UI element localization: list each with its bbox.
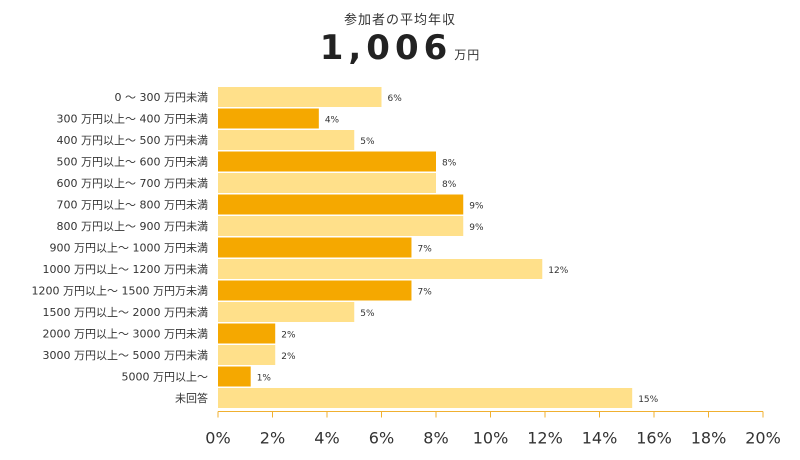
x-tick-label: 14% bbox=[582, 429, 618, 448]
bar bbox=[218, 130, 355, 150]
data-label: 2% bbox=[281, 352, 296, 362]
category-label: 未回答 bbox=[175, 391, 208, 405]
average-income-value: 1,006 bbox=[319, 28, 453, 68]
data-label: 8% bbox=[442, 180, 457, 190]
category-label: 1000 万円以上～ 1200 万円未満 bbox=[43, 263, 208, 276]
data-label: 7% bbox=[417, 245, 432, 255]
data-label: 9% bbox=[469, 223, 484, 233]
data-label: 7% bbox=[417, 288, 432, 298]
bar bbox=[218, 259, 543, 279]
x-tick-label: 20% bbox=[745, 429, 781, 448]
bar bbox=[218, 151, 436, 172]
bar bbox=[218, 302, 355, 322]
data-label: 1% bbox=[257, 374, 272, 384]
x-tick-label: 16% bbox=[636, 429, 672, 448]
bar bbox=[218, 194, 464, 215]
x-tick-label: 2% bbox=[260, 429, 285, 448]
category-label: 0 ～ 300 万円未満 bbox=[115, 91, 208, 104]
x-tick-label: 10% bbox=[473, 429, 509, 448]
category-label: 3000 万円以上～ 5000 万円未満 bbox=[43, 349, 208, 362]
x-tick-label: 6% bbox=[369, 429, 394, 448]
bar bbox=[218, 216, 464, 236]
data-label: 4% bbox=[325, 116, 340, 126]
bar bbox=[218, 108, 319, 129]
average-income-unit: 万円 bbox=[454, 48, 481, 62]
data-label: 5% bbox=[360, 309, 375, 319]
category-label: 700 万円以上～ 800 万円未満 bbox=[57, 199, 208, 212]
average-income-display: 1,006 万円 bbox=[0, 28, 800, 68]
category-label: 500 万円以上～ 600 万円未満 bbox=[57, 156, 208, 169]
bar bbox=[218, 345, 276, 365]
chart-title: 参加者の平均年収 bbox=[343, 13, 456, 28]
bar bbox=[218, 173, 436, 193]
bar bbox=[218, 388, 633, 408]
x-tick-label: 18% bbox=[691, 429, 727, 448]
category-label: 800 万円以上～ 900 万円未満 bbox=[57, 220, 208, 233]
category-label: 600 万円以上～ 700 万円未満 bbox=[57, 177, 208, 190]
x-tick-label: 4% bbox=[314, 429, 339, 448]
bar bbox=[218, 237, 412, 258]
category-label: 1200 万円以上～ 1500 万円万未満 bbox=[32, 285, 208, 298]
category-label: 1500 万円以上～ 2000 万円未満 bbox=[43, 306, 208, 319]
data-label: 6% bbox=[388, 94, 403, 104]
category-label: 300 万円以上～ 400 万円未満 bbox=[57, 113, 208, 126]
data-label: 9% bbox=[469, 202, 484, 212]
category-label: 2000 万円以上～ 3000 万円未満 bbox=[43, 328, 208, 341]
data-label: 5% bbox=[360, 137, 375, 147]
bar bbox=[218, 323, 276, 344]
data-label: 15% bbox=[638, 395, 658, 405]
bar bbox=[218, 87, 382, 107]
data-label: 12% bbox=[548, 266, 568, 276]
bar bbox=[218, 366, 251, 387]
bar bbox=[218, 280, 412, 301]
x-tick-label: 0% bbox=[205, 429, 230, 448]
category-label: 5000 万円以上～ bbox=[122, 371, 209, 384]
category-label: 900 万円以上～ 1000 万円未満 bbox=[50, 242, 208, 255]
data-label: 8% bbox=[442, 159, 457, 169]
x-tick-label: 8% bbox=[423, 429, 448, 448]
data-label: 2% bbox=[281, 331, 296, 341]
category-label: 400 万円以上～ 500 万円未満 bbox=[57, 134, 208, 147]
x-tick-label: 12% bbox=[527, 429, 563, 448]
